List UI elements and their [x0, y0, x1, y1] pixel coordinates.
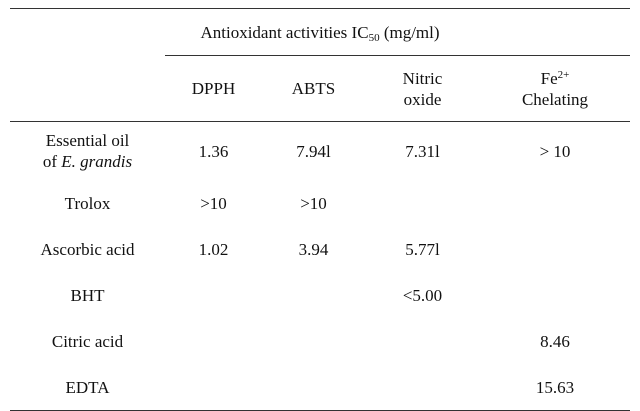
value-cell: 15.63: [480, 364, 630, 411]
value: 7.31l: [405, 141, 440, 161]
value-cell: >10: [262, 180, 365, 226]
value: 7.94l: [296, 141, 331, 161]
label-line: Citric acid: [51, 331, 124, 351]
value-cell: [262, 318, 365, 364]
value-cell: [165, 364, 262, 411]
value-cell: 7.31l: [365, 122, 480, 181]
header-blank: [10, 55, 165, 122]
row-label: EDTA: [10, 364, 165, 411]
header-superscript: 2+: [557, 68, 570, 81]
column-header: DPPH: [165, 55, 262, 122]
value-cell: [365, 364, 480, 411]
header-line: DPPH: [191, 79, 236, 98]
value: 15.63: [535, 377, 575, 397]
label-italic: E. grandis: [61, 152, 133, 171]
label-line: EDTA: [65, 377, 110, 397]
header-line: Nitric: [402, 68, 443, 88]
value-cell: <5.00: [365, 272, 480, 318]
row-label: Essential oil of E. grandis: [10, 122, 165, 181]
column-header: Fe2+ Chelating: [480, 55, 630, 122]
title-subscript: 50: [368, 31, 380, 44]
column-header: ABTS: [262, 55, 365, 122]
row-label: BHT: [10, 272, 165, 318]
value-cell: 8.46: [480, 318, 630, 364]
value-cell: [365, 318, 480, 364]
data-table: Antioxidant activities IC50 (mg/ml) DPPH A…: [10, 8, 630, 411]
header-line: Chelating: [521, 89, 589, 109]
header-row: DPPH ABTS Nitric oxide Fe2+ Chelating: [10, 55, 630, 122]
table-wrap: Antioxidant activities IC50 (mg/ml) DPPH A…: [10, 8, 630, 411]
value-cell: >10: [165, 180, 262, 226]
value-cell: 1.02: [165, 226, 262, 272]
label-line: Trolox: [64, 193, 111, 213]
value-cell: 1.36: [165, 122, 262, 181]
data-row: EDTA 15.63: [10, 364, 630, 411]
value-cell: [262, 272, 365, 318]
title-unit: (mg/ml): [383, 22, 440, 42]
label-line: BHT: [70, 285, 105, 305]
value: >10: [300, 193, 327, 213]
value-cell: [480, 226, 630, 272]
row-label: Citric acid: [10, 318, 165, 364]
data-row: Ascorbic acid 1.02 3.94 5.77l: [10, 226, 630, 272]
value: <5.00: [402, 285, 443, 305]
value-cell: [165, 272, 262, 318]
value-cell: [262, 364, 365, 411]
value: 3.94: [298, 239, 329, 259]
row-label: Ascorbic acid: [10, 226, 165, 272]
header-line: Fe: [540, 68, 558, 88]
value: >10: [200, 193, 227, 213]
label-line: Ascorbic acid: [40, 239, 135, 259]
title-cell: Antioxidant activities IC50 (mg/ml): [10, 9, 630, 56]
label-line: Essential oil: [45, 131, 130, 150]
column-header: Nitric oxide: [365, 55, 480, 122]
value-cell: [365, 180, 480, 226]
title-text: Antioxidant activities IC: [200, 22, 369, 42]
value-cell: 7.94l: [262, 122, 365, 181]
value-cell: 5.77l: [365, 226, 480, 272]
value: 5.77l: [405, 239, 440, 259]
value: 8.46: [540, 331, 570, 351]
row-label: Trolox: [10, 180, 165, 226]
title-row: Antioxidant activities IC50 (mg/ml): [10, 9, 630, 56]
value-cell: > 10: [480, 122, 630, 181]
label-line: of: [42, 152, 58, 171]
data-row: Citric acid 8.46: [10, 318, 630, 364]
value: > 10: [539, 141, 571, 161]
data-row: BHT <5.00: [10, 272, 630, 318]
header-line: oxide: [403, 89, 442, 109]
value-cell: [165, 318, 262, 364]
header-line: ABTS: [291, 79, 336, 98]
data-row: Essential oil of E. grandis 1.36 7.94l 7.31l…: [10, 122, 630, 181]
value: 1.36: [198, 141, 229, 161]
value-cell: [480, 272, 630, 318]
value-cell: [480, 180, 630, 226]
data-row: Trolox >10 >10: [10, 180, 630, 226]
value-cell: 3.94: [262, 226, 365, 272]
value: 1.02: [198, 239, 229, 259]
